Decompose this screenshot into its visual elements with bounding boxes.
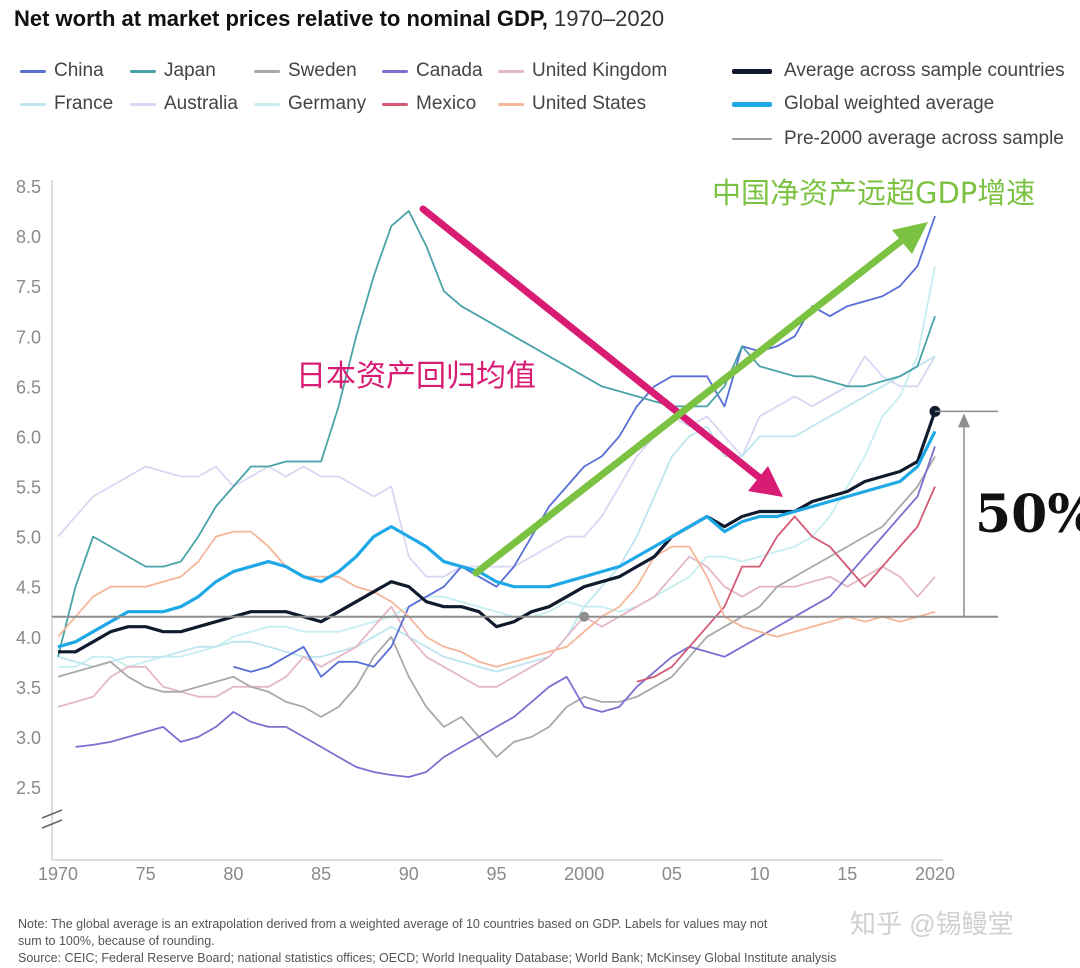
legend-swatch (382, 69, 408, 73)
x-tick-label: 15 (837, 864, 857, 884)
legend-label: Mexico (416, 93, 477, 114)
legend-swatch (20, 102, 46, 106)
series-line-united-kingdom (57, 555, 936, 708)
annotation-layer: 日本资产回归均值 中国净资产远超GDP增速 50% (52, 176, 1080, 622)
y-tick-label: 6.5 (16, 377, 41, 397)
legend-label: Japan (164, 60, 216, 81)
legend-label: Germany (288, 93, 367, 114)
x-tick-label: 1970 (38, 864, 78, 884)
chart-notes: Note: The global average is an extrapola… (18, 916, 836, 967)
legend-entry: Average across sample countries (732, 60, 1065, 82)
watermark: 知乎 @锡鳗堂 (850, 909, 1014, 939)
legend-entry: France (20, 93, 113, 115)
legend-swatch (732, 138, 772, 140)
japan-decline-arrowhead (748, 466, 783, 497)
china-annotation: 中国净资产远超GDP增速 (712, 176, 1035, 210)
legend-entry: Japan (130, 60, 216, 82)
series-line-australia (57, 355, 936, 578)
chart-title: Net worth at market prices relative to n… (14, 6, 664, 32)
series-line-mexico (636, 486, 936, 683)
legend-swatch (130, 102, 156, 106)
china-rise-arrowhead (892, 222, 928, 254)
japan-decline-arrow (419, 205, 764, 482)
legend-label: China (54, 60, 104, 81)
y-tick-label: 4.0 (16, 628, 41, 648)
legend-entry: China (20, 60, 104, 82)
y-tick-label: 3.0 (16, 728, 41, 748)
y-tick-label: 3.5 (16, 678, 41, 698)
series-line-japan (57, 210, 936, 658)
x-tick-label: 2020 (915, 864, 955, 884)
legend: China Japan Sweden Canada United Kingdom Fran… (20, 60, 1080, 160)
legend-swatch (130, 69, 156, 73)
y-tick-label: 8.5 (16, 177, 41, 197)
x-tick-label: 2000 (564, 864, 604, 884)
legend-swatch (732, 101, 772, 107)
legend-swatch (20, 69, 46, 73)
legend-label: Canada (416, 60, 483, 81)
chart-title-range: 1970–2020 (547, 6, 665, 31)
y-tick-label: 6.0 (16, 427, 41, 447)
legend-swatch (498, 102, 524, 106)
note-line-1: Note: The global average is an extrapola… (18, 917, 768, 931)
gap-arrow-head (958, 413, 970, 428)
y-tick-label: 2.5 (16, 778, 41, 798)
x-tick-label: 75 (136, 864, 156, 884)
legend-entry: Sweden (254, 60, 357, 82)
x-tick-label: 95 (486, 864, 506, 884)
legend-label: United Kingdom (532, 60, 668, 81)
series-line-france (57, 355, 936, 673)
legend-swatch (732, 68, 772, 74)
legend-label: France (54, 93, 114, 114)
x-tick-label: 10 (750, 864, 770, 884)
y-tick-label: 4.5 (16, 578, 41, 598)
x-tick-label: 85 (311, 864, 331, 884)
series-line-global-weighted-average (57, 430, 937, 649)
chart-title-main: Net worth at market prices relative to n… (14, 6, 548, 31)
tick-layer: 2.5 3.0 3.5 4.0 4.5 5.0 5.5 6.0 6.5 7.0 7.5 8.0 8.5 1… (16, 177, 955, 884)
legend-label: Sweden (288, 60, 357, 81)
legend-label: Pre-2000 average across sample (784, 128, 1064, 149)
legend-entry: Germany (254, 93, 366, 115)
x-tick-label: 90 (399, 864, 419, 884)
y-tick-label: 8.0 (16, 227, 41, 247)
y-tick-label: 7.5 (16, 277, 41, 297)
legend-swatch (498, 69, 524, 73)
x-tick-label: 80 (223, 864, 243, 884)
series-line-average-across-sample-countries (58, 410, 937, 654)
legend-entry: Global weighted average (732, 93, 994, 115)
y-tick-label: 7.0 (16, 327, 41, 347)
legend-label: Average across sample countries (784, 60, 1065, 81)
series-layer (57, 210, 937, 778)
y-tick-label: 5.0 (16, 528, 41, 548)
note-line-2: sum to 100%, because of rounding. (18, 934, 215, 948)
series-line-sweden (57, 455, 936, 758)
legend-label: Australia (164, 93, 238, 114)
legend-entry: Canada (382, 60, 483, 82)
legend-swatch (254, 69, 280, 73)
gap-percent-label: 50% (975, 484, 1080, 545)
axis-break-mark (41, 809, 63, 829)
source-line: Source: CEIC; Federal Reserve Board; nat… (18, 951, 837, 965)
series-line-united-states (57, 530, 936, 668)
legend-label: United States (532, 93, 647, 114)
series-line-germany (58, 265, 936, 668)
grid-layer (41, 180, 943, 861)
legend-swatch (382, 102, 408, 106)
japan-annotation: 日本资产回归均值 (296, 359, 536, 394)
y-tick-label: 5.5 (16, 478, 41, 498)
legend-swatch (254, 102, 280, 106)
legend-entry: Pre-2000 average across sample (732, 128, 1064, 150)
pre2000-average-dot (579, 611, 590, 622)
legend-entry: United States (498, 93, 646, 115)
legend-entry: Australia (130, 93, 238, 115)
legend-label: Global weighted average (784, 93, 995, 114)
legend-entry: United Kingdom (498, 60, 667, 82)
legend-entry: Mexico (382, 93, 476, 115)
series-line-canada (75, 446, 936, 778)
x-tick-label: 05 (662, 864, 682, 884)
china-rise-arrow (472, 234, 909, 577)
